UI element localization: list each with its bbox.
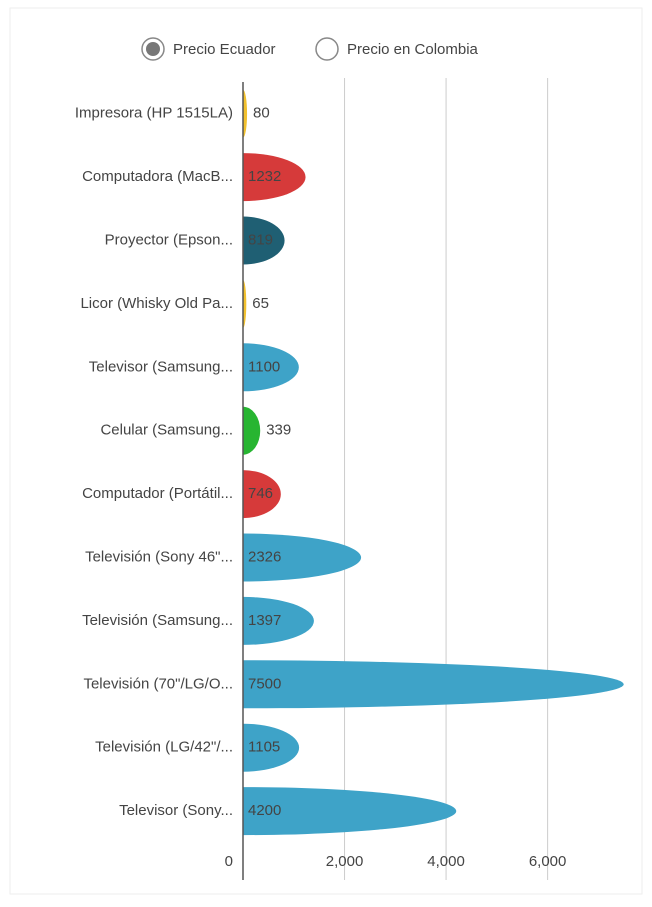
y-tick-label: Televisión (LG/42"/... (95, 739, 233, 756)
bar (243, 406, 261, 455)
legend-item[interactable]: Precio Ecuador (141, 37, 276, 61)
y-tick-label: Computadora (MacB... (82, 168, 233, 185)
bar (243, 343, 299, 392)
data-label: 7500 (248, 675, 281, 692)
y-tick-label: Televisor (Sony... (119, 802, 233, 819)
bar (243, 216, 285, 265)
bar (243, 153, 306, 202)
data-label: 819 (248, 231, 273, 248)
x-tick-label: 0 (225, 853, 233, 870)
data-label: 2326 (248, 548, 281, 565)
data-label: 1232 (248, 168, 281, 185)
data-label: 1397 (248, 612, 281, 629)
y-tick-label: Televisor (Samsung... (89, 358, 233, 375)
data-label: 1100 (248, 358, 280, 375)
bar (243, 596, 314, 645)
bar (243, 787, 457, 836)
x-tick-label: 6,000 (529, 853, 567, 870)
bar (243, 533, 362, 582)
data-label: 1105 (248, 739, 280, 756)
bar (243, 660, 624, 709)
y-tick-label: Computador (Portátil... (82, 485, 233, 502)
bar (243, 470, 281, 519)
y-tick-label: Licor (Whisky Old Pa... (80, 295, 233, 312)
data-label: 80 (253, 105, 270, 122)
y-tick-label: Televisión (Sony 46"... (85, 548, 233, 565)
y-tick-label: Impresora (HP 1515LA) (75, 105, 233, 122)
y-tick-label: Televisión (Samsung... (82, 612, 233, 629)
data-label: 65 (252, 295, 269, 312)
data-label: 4200 (248, 802, 281, 819)
frame (9, 7, 643, 895)
y-tick-label: Televisión (70"/LG/O... (83, 675, 233, 692)
radio (315, 37, 339, 61)
legend-label: Precio en Colombia (347, 41, 479, 58)
radio-dot (146, 42, 160, 56)
data-label: 746 (248, 485, 273, 502)
bar (243, 89, 248, 138)
y-tick-label: Celular (Samsung... (100, 422, 233, 439)
y-tick-label: Proyector (Epson... (105, 231, 233, 248)
legend-label: Precio Ecuador (173, 41, 276, 58)
legend: Precio Ecuador Precio en Colombia (141, 37, 479, 61)
legend-item[interactable]: Precio en Colombia (315, 37, 479, 61)
bar (243, 723, 300, 772)
data-label: 339 (266, 422, 291, 439)
x-tick-label: 4,000 (427, 853, 465, 870)
bar (243, 279, 247, 328)
x-tick-label: 2,000 (326, 853, 364, 870)
